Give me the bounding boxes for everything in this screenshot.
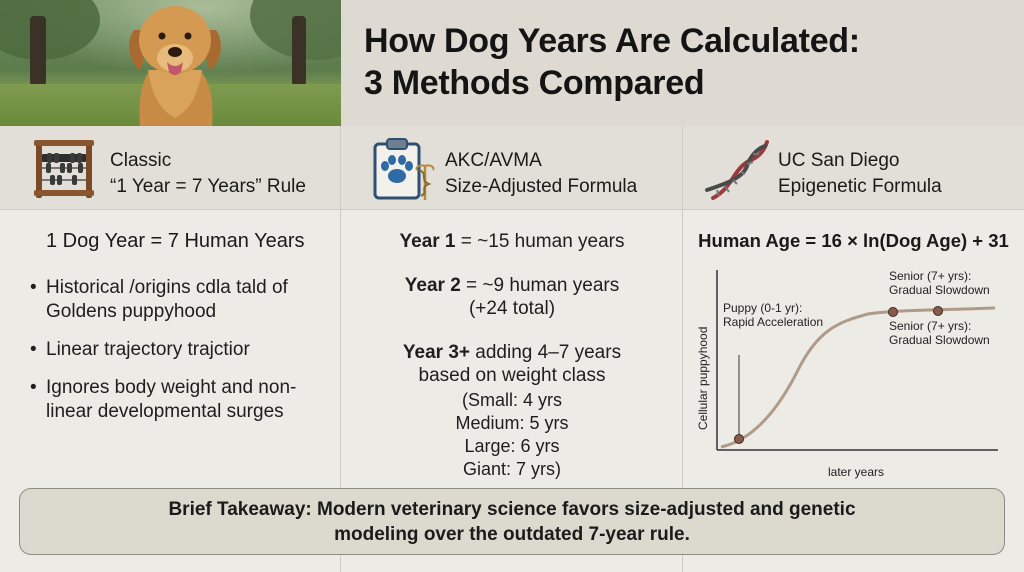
senior-marker [933, 306, 943, 316]
year2-label: Year 2 [404, 275, 461, 296]
year3-subtext: based on weight class [418, 365, 606, 386]
list-item: Historical /origins cdla tald of Goldens… [30, 276, 330, 324]
bullet-list: Historical /origins cdla tald of Goldens… [30, 276, 330, 438]
takeaway-line2: modeling over the outdated 7-year rule. [334, 524, 690, 545]
method-title: UC San Diego Epigenetic Formula [778, 150, 942, 197]
senior-marker [888, 307, 898, 317]
weight-class-large: Large: 6 yrs [464, 436, 560, 456]
formula: Human Age = 16 × ln(Dog Age) + 31 [698, 230, 1009, 251]
takeaway-line1: Brief Takeaway: Modern veterinary scienc… [168, 499, 856, 520]
list-item: Linear trajectory trajctior [30, 338, 330, 362]
dna-icon [705, 140, 769, 200]
year3-text: adding 4–7 years [470, 342, 622, 363]
weight-class-small: (Small: 4 yrs [461, 390, 562, 410]
golden-retriever-photo [0, 0, 341, 126]
epigenetic-curve-chart: Puppy (0-1 yr): Rapid Acceleration Senio… [696, 269, 998, 479]
year2-row: Year 2 = ~9 human years [341, 274, 683, 297]
abacus-icon [34, 140, 94, 198]
x-axis-label: later years [828, 465, 884, 479]
puppy-annotation-line1: Puppy (0-1 yr): [723, 301, 802, 315]
year3-label: Year 3+ [402, 342, 471, 363]
title-panel: How Dog Years Are Calculated: 3 Methods … [341, 0, 1024, 126]
year2-text: = ~9 human years [460, 275, 620, 296]
senior-annotation-2-line1: Senior (7+ yrs): [889, 319, 971, 333]
page-title: How Dog Years Are Calculated: 3 Methods … [364, 22, 860, 102]
paw-medical-clipboard-icon [373, 138, 435, 200]
method-header: UC San Diego Epigenetic Formula [683, 126, 1024, 210]
main-statement: 1 Dog Year = 7 Human Years [46, 230, 305, 252]
method-header: Classic “1 Year = 7 Years” Rule [0, 126, 340, 210]
method-header: AKC/AVMA Size-Adjusted Formula [341, 126, 682, 210]
banner: How Dog Years Are Calculated: 3 Methods … [0, 0, 1024, 126]
weight-class-giant: Giant: 7 yrs) [462, 459, 562, 479]
year3-row: Year 3+ adding 4–7 years [341, 341, 683, 364]
method-title: Classic “1 Year = 7 Years” Rule [110, 150, 306, 197]
y-axis-label: Cellular puppyhood [696, 327, 710, 430]
year1-label: Year 1 [399, 231, 456, 252]
list-item: Ignores body weight and non-linear devel… [30, 376, 330, 424]
dog-icon [129, 6, 221, 126]
year1-row: Year 1 = ~15 human years [341, 230, 683, 253]
age-curve-line [720, 306, 996, 449]
method-title: AKC/AVMA Size-Adjusted Formula [445, 150, 638, 197]
puppy-annotation-line2: Rapid Acceleration [723, 315, 823, 329]
senior-annotation-2-line2: Gradual Slowdown [889, 333, 990, 347]
senior-annotation-line1: Senior (7+ yrs): [889, 269, 971, 283]
puppy-marker [734, 434, 744, 444]
takeaway-box: Brief Takeaway: Modern veterinary scienc… [19, 488, 1005, 555]
year1-text: = ~15 human years [455, 231, 625, 252]
senior-annotation-line2: Gradual Slowdown [889, 283, 990, 297]
weight-class-medium: Medium: 5 yrs [455, 413, 569, 433]
year2-note: (+24 total) [468, 298, 556, 319]
